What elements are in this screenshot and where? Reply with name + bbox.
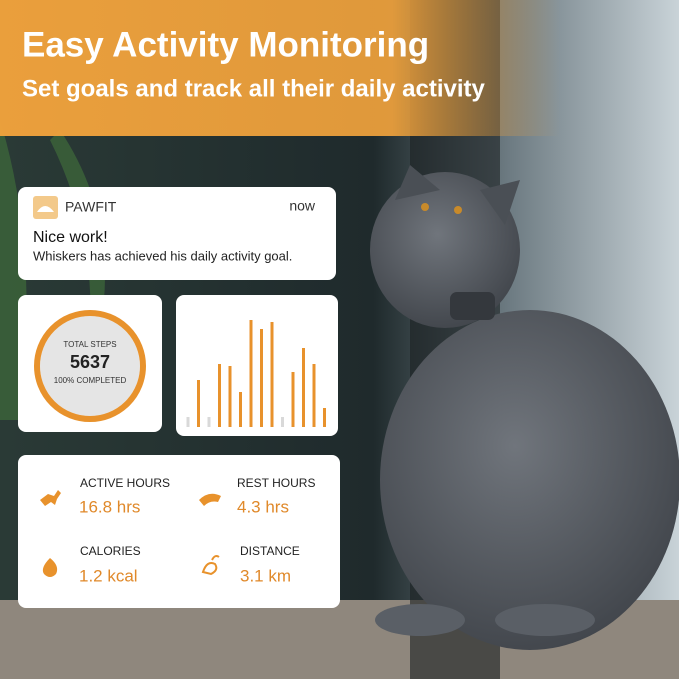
- activity-bar: [197, 380, 200, 427]
- activity-bar: [291, 372, 295, 427]
- steps-inner: [40, 316, 140, 416]
- activity-bar: [302, 348, 305, 427]
- stat-value: 3.1 km: [240, 566, 291, 585]
- header-subtitle: Set goals and track all their daily acti…: [22, 75, 485, 102]
- stats-card: [18, 455, 340, 608]
- stat-value: 4.3 hrs: [237, 497, 289, 516]
- notification-time: now: [289, 198, 316, 214]
- activity-bar: [218, 364, 221, 427]
- activity-bar: [270, 322, 274, 427]
- activity-bar: [281, 417, 284, 427]
- activity-card: [176, 295, 338, 436]
- activity-bar: [323, 408, 326, 427]
- stat-label: CALORIES: [80, 544, 141, 558]
- activity-bar: [260, 329, 263, 427]
- steps-status: 100% COMPLETED: [54, 376, 127, 385]
- rest-icon: [199, 493, 221, 506]
- activity-bar: [207, 417, 211, 427]
- stat-label: ACTIVE HOURS: [80, 476, 170, 490]
- notification-body: Whiskers has achieved his daily activity…: [33, 248, 292, 263]
- steps-value: 5637: [70, 352, 110, 372]
- stat-label: DISTANCE: [240, 544, 300, 558]
- stat-label: REST HOURS: [237, 476, 315, 490]
- steps-label: TOTAL STEPS: [63, 340, 116, 349]
- activity-bar: [186, 417, 190, 427]
- notification-card: [18, 187, 336, 280]
- activity-bar: [239, 392, 242, 427]
- steps-ring: [34, 310, 146, 422]
- calories-icon: [42, 558, 58, 577]
- activity-bar: [312, 364, 316, 427]
- app-icon-glyph: [37, 206, 54, 212]
- header-band: [0, 0, 560, 136]
- distance-icon: [201, 555, 220, 576]
- cat: [370, 165, 679, 650]
- stat-value: 1.2 kcal: [79, 566, 138, 585]
- stat-icons: [40, 490, 221, 577]
- activity-bar: [249, 320, 253, 427]
- notification-app: PAWFIT: [65, 199, 117, 215]
- notification-title: Nice work!: [33, 229, 108, 246]
- stat-value: 16.8 hrs: [79, 497, 140, 516]
- active-icon: [40, 490, 61, 506]
- header-title: Easy Activity Monitoring: [22, 25, 429, 64]
- activity-bar: [228, 366, 232, 427]
